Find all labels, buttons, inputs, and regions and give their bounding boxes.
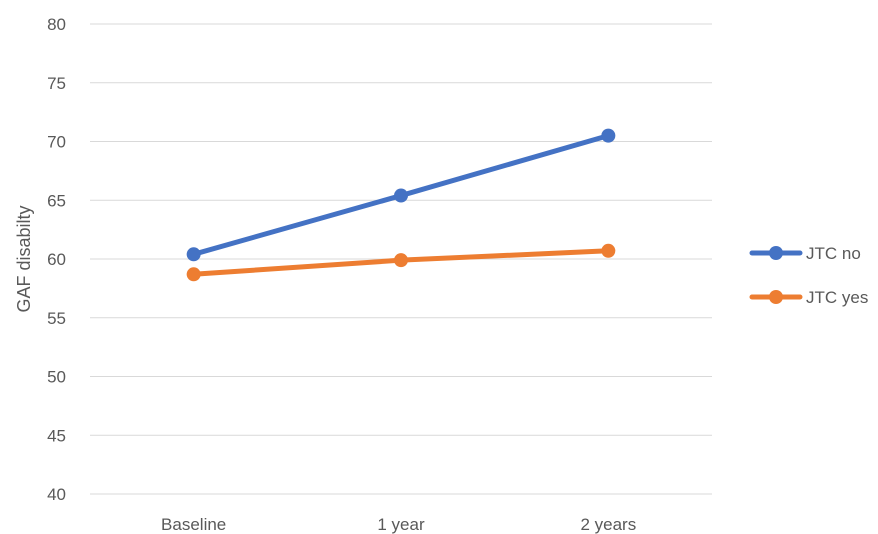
y-tick-label: 40 [47,485,66,504]
y-axis-ticks: 40 45 50 55 60 65 70 75 80 [47,15,66,504]
x-axis-ticks: Baseline 1 year 2 years [161,515,636,534]
y-tick-label: 50 [47,368,66,387]
y-tick-label: 60 [47,250,66,269]
y-tick-label: 55 [47,309,66,328]
series-jtc-no [186,128,616,262]
y-tick-label: 45 [47,426,66,445]
legend-marker [769,246,783,260]
legend-label: JTC yes [806,288,868,307]
data-point[interactable] [394,253,408,268]
series-jtc-yes [186,243,616,282]
data-point[interactable] [601,128,616,143]
y-axis-label: GAF disabilty [14,205,34,312]
data-point[interactable] [601,243,616,258]
legend-item[interactable]: JTC yes [749,288,868,307]
legend-marker [769,290,783,304]
legend-item[interactable]: JTC no [749,244,861,263]
y-tick-label: 70 [47,133,66,152]
data-point[interactable] [186,267,201,282]
series-layer [186,128,616,282]
y-tick-label: 75 [47,74,66,93]
x-tick-label: Baseline [161,515,226,534]
x-tick-label: 1 year [377,515,425,534]
legend[interactable]: JTC no JTC yes [749,244,868,307]
y-tick-label: 65 [47,191,66,210]
legend-label: JTC no [806,244,861,263]
data-point[interactable] [186,247,201,262]
data-point[interactable] [394,188,408,203]
y-tick-label: 80 [47,15,66,34]
x-tick-label: 2 years [580,515,636,534]
